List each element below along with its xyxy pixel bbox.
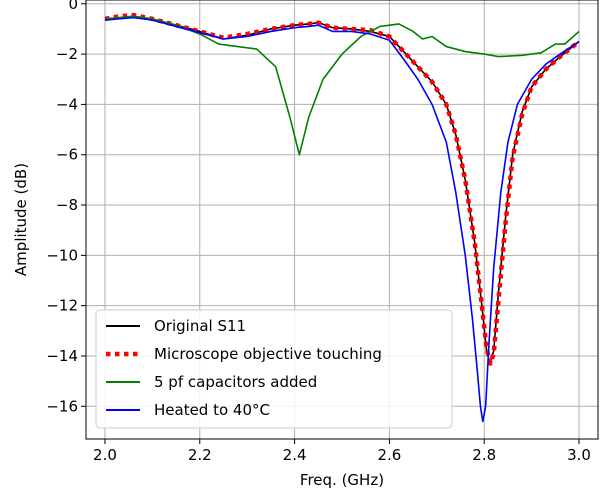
x-tick-label: 3.0 xyxy=(567,446,591,464)
x-tick-label: 2.6 xyxy=(377,446,401,464)
legend-label: 5 pf capacitors added xyxy=(154,373,317,391)
x-tick-label: 2.2 xyxy=(188,446,212,464)
x-tick-label: 2.4 xyxy=(283,446,307,464)
y-tick-label: 0 xyxy=(68,0,78,13)
y-axis-label: Amplitude (dB) xyxy=(12,163,30,276)
series-line-4 xyxy=(104,16,580,423)
legend-box xyxy=(95,309,453,429)
y-tick-label: −14 xyxy=(46,347,78,365)
legend-label: Heated to 40°C xyxy=(154,401,270,419)
y-tick-label: −16 xyxy=(46,397,78,415)
legend-label: Original S11 xyxy=(154,317,246,335)
y-tick-label: −8 xyxy=(56,196,78,214)
plot-frame xyxy=(85,0,599,440)
x-axis-ticks: 2.0 2.2 2.4 2.6 2.8 3.0 xyxy=(93,439,591,464)
series-group xyxy=(104,12,581,423)
x-tick-label: 2.0 xyxy=(93,446,117,464)
x-axis-label: Freq. (GHz) xyxy=(300,471,384,489)
legend: Original S11 Microscope objective touchin… xyxy=(95,309,453,429)
legend-label: Microscope objective touching xyxy=(154,345,382,363)
y-axis-ticks: 0 −2 −4 −6 −8 −10 −12 −14 −16 xyxy=(46,0,86,415)
x-tick-label: 2.8 xyxy=(472,446,496,464)
series-line-3 xyxy=(104,15,580,156)
y-tick-label: −12 xyxy=(46,297,78,315)
y-tick-label: −6 xyxy=(56,146,78,164)
y-tick-label: −2 xyxy=(56,45,78,63)
y-tick-label: −4 xyxy=(56,95,78,113)
y-tick-label: −10 xyxy=(46,246,78,264)
